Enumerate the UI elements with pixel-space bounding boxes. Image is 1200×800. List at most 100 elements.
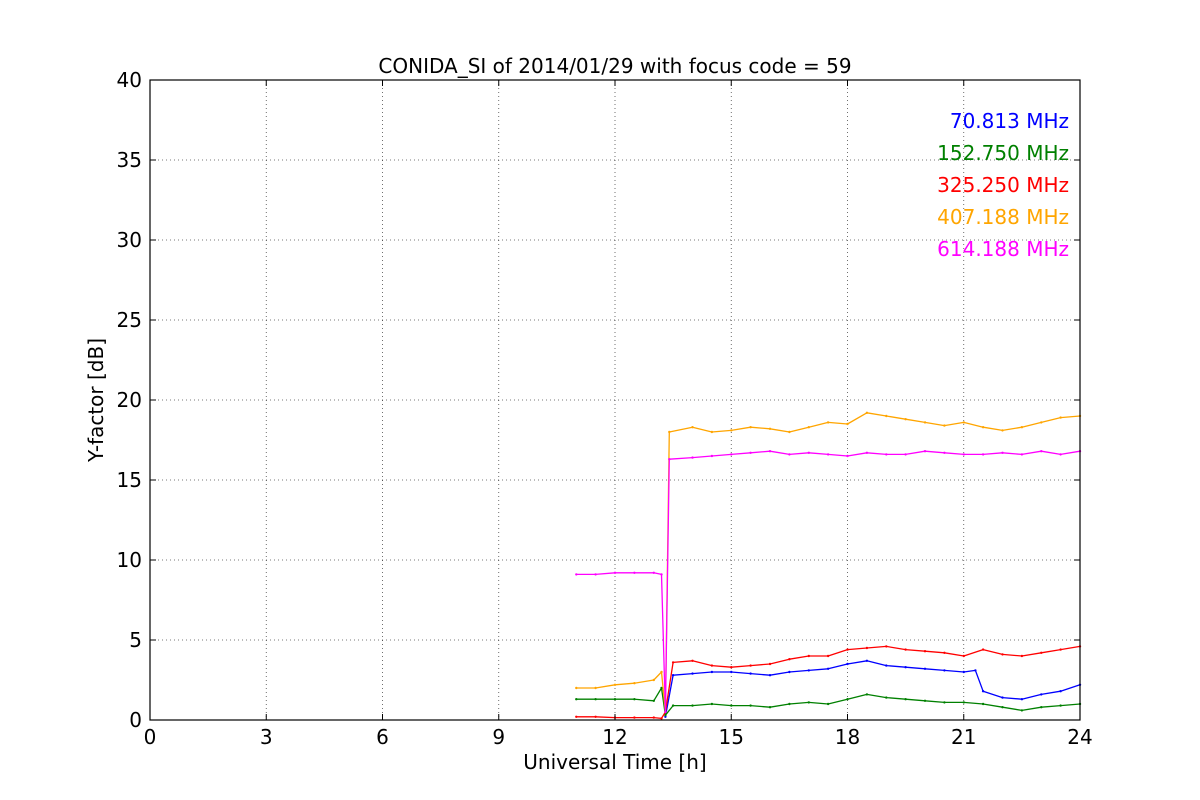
- y-tick-label: 5: [129, 628, 142, 652]
- series-2-point: [749, 704, 752, 707]
- series-3-point: [923, 650, 927, 653]
- x-tick-label: 3: [260, 725, 273, 749]
- series-4-point: [730, 429, 733, 432]
- series-5-point: [730, 453, 733, 456]
- series-3-point: [710, 664, 714, 667]
- series-2-point: [660, 686, 663, 690]
- series-1-point: [846, 662, 849, 666]
- series-5-point: [1020, 453, 1024, 456]
- series-3-point: [575, 715, 578, 718]
- x-tick-label: 15: [719, 725, 744, 749]
- series-2-point: [846, 698, 849, 701]
- series-2-point: [691, 704, 694, 707]
- series-3-point: [885, 645, 888, 648]
- legend-entry-2: 152.750 MHz: [937, 141, 1069, 165]
- series-1-point: [1001, 696, 1004, 699]
- series-2-point: [962, 701, 965, 704]
- series-1-point: [730, 670, 733, 674]
- x-tick-label: 21: [951, 725, 976, 749]
- series-line-5: [576, 450, 1081, 713]
- series-3-point: [981, 648, 985, 651]
- series-5-point: [633, 571, 636, 574]
- series-1-point: [962, 670, 965, 674]
- series-3-point: [652, 716, 655, 719]
- series-3-point: [826, 654, 830, 658]
- y-tick-label: 10: [117, 548, 142, 572]
- series-4-point: [613, 683, 617, 686]
- x-tick-label: 9: [492, 725, 505, 749]
- series-1-point: [974, 669, 977, 672]
- series-3-point: [1059, 648, 1062, 651]
- series-5-point: [710, 454, 714, 458]
- series-3-point: [865, 646, 869, 650]
- series-4-point: [826, 421, 830, 424]
- series-2-point: [865, 693, 869, 696]
- series-4-point: [943, 424, 946, 427]
- series-5-point: [652, 571, 655, 574]
- y-tick-label: 40: [117, 68, 142, 92]
- series-3-point: [1020, 654, 1024, 658]
- legend-entry-1: 70.813 MHz: [950, 109, 1069, 133]
- series-5-point: [664, 710, 667, 714]
- series-4-point: [749, 426, 752, 429]
- series-1-point: [865, 659, 869, 662]
- series-4-point: [575, 686, 578, 690]
- series-2-point: [885, 696, 888, 699]
- series-4-point: [1001, 429, 1004, 432]
- series-5-point: [613, 571, 617, 574]
- x-axis-label: Universal Time [h]: [523, 750, 706, 774]
- series-5-point: [981, 453, 985, 456]
- series-3-point: [943, 651, 946, 654]
- y-tick-label: 30: [117, 228, 142, 252]
- series-1-point: [1040, 693, 1043, 696]
- x-tick-label: 6: [376, 725, 389, 749]
- series-3-point: [1040, 651, 1043, 654]
- x-tick-label: 24: [1067, 725, 1092, 749]
- series-4-point: [594, 686, 597, 690]
- series-1-point: [749, 672, 752, 675]
- series-5-point: [885, 453, 888, 456]
- series-5-point: [668, 458, 671, 461]
- series-2-point: [904, 698, 907, 701]
- series-2-point: [671, 704, 675, 707]
- series-5-point: [1059, 453, 1062, 456]
- series-2-point: [730, 704, 733, 707]
- series-4-point: [1040, 421, 1043, 424]
- chart-title: CONIDA_SI of 2014/01/29 with focus code …: [378, 54, 851, 78]
- series-5-point: [865, 451, 869, 454]
- series-3-point: [846, 648, 849, 651]
- series-1-point: [691, 672, 694, 675]
- series-1-point: [885, 664, 888, 667]
- legend-entry-4: 407.188 MHz: [937, 205, 1069, 229]
- series-3-point: [633, 716, 636, 719]
- series-2-point: [633, 698, 636, 701]
- series-5-point: [575, 573, 578, 576]
- series-4-point: [788, 430, 791, 434]
- series-3-point: [691, 659, 694, 662]
- series-3-point: [594, 715, 597, 718]
- series-2-point: [1001, 706, 1004, 709]
- series-5-point: [594, 573, 597, 576]
- series-1-point: [923, 667, 927, 670]
- legend-entry-5: 614.188 MHz: [937, 237, 1069, 261]
- series-5-point: [826, 453, 830, 456]
- grid: [150, 80, 1080, 720]
- series-line-4: [576, 412, 1081, 713]
- series-3-point: [671, 661, 675, 664]
- y-tick-label: 35: [117, 148, 142, 172]
- series-4-point: [633, 682, 636, 685]
- series-2-point: [807, 701, 810, 704]
- series-1-point: [981, 690, 985, 693]
- series-4-point: [846, 422, 849, 426]
- series-3-point: [962, 654, 965, 658]
- series-5-point: [962, 453, 965, 456]
- series-5-point: [904, 453, 907, 456]
- ticks: 0 3 6 9 12 15 18 21 24 0 5 10 15 20 25 30 35 40: [117, 68, 1093, 749]
- series-4-point: [981, 426, 985, 429]
- series-5-point: [1001, 451, 1004, 454]
- y-tick-label: 15: [117, 468, 142, 492]
- series-5-point: [749, 451, 752, 454]
- series-1-point: [788, 670, 791, 674]
- series-5-point: [943, 451, 946, 454]
